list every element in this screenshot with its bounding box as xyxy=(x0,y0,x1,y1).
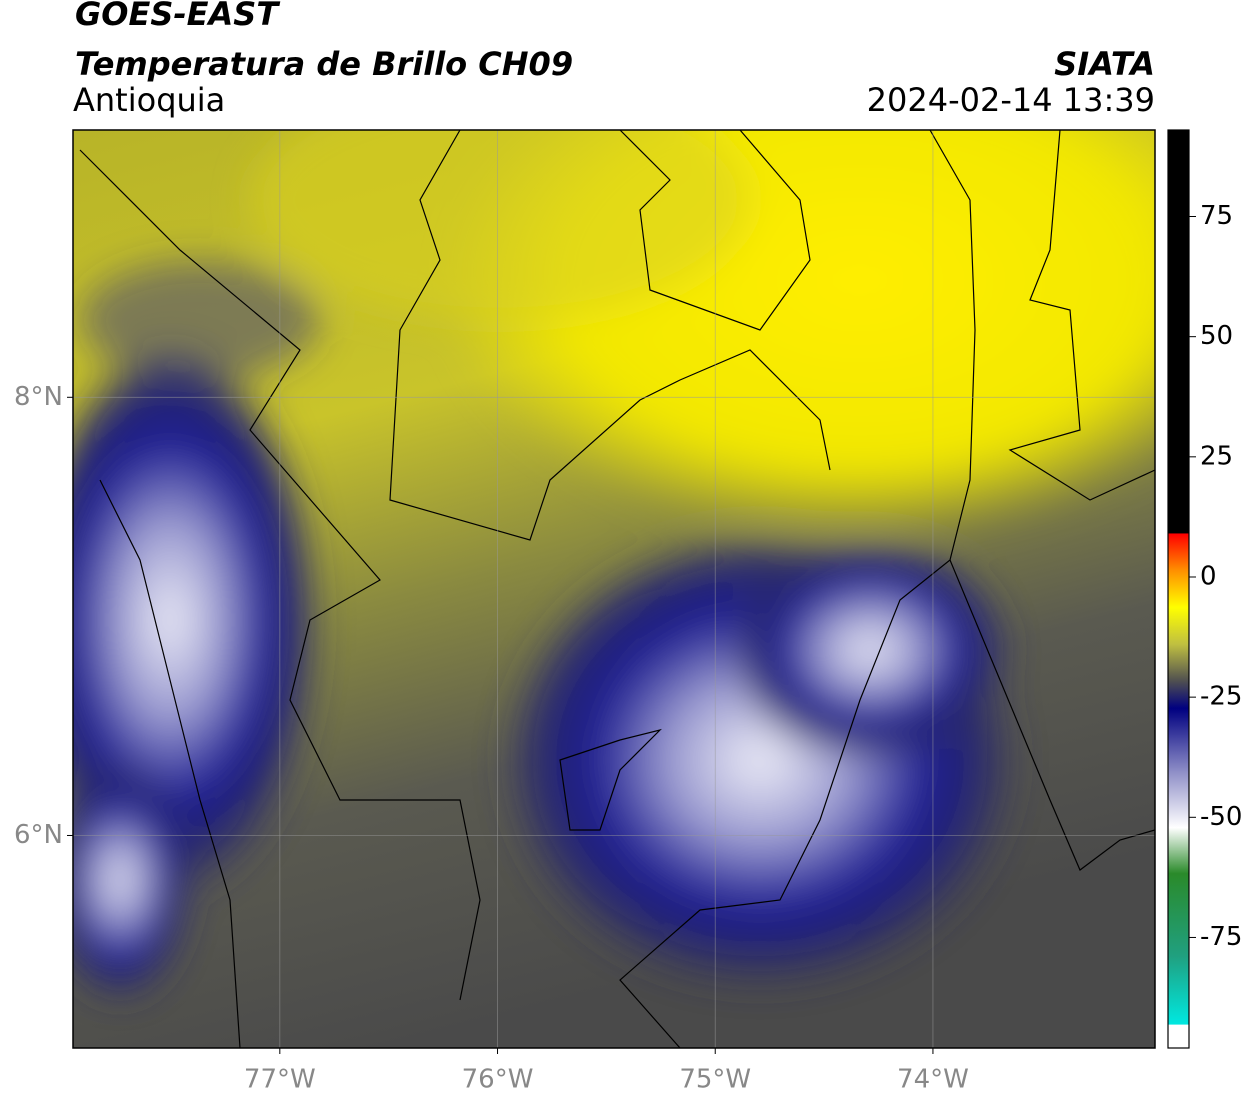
colorbar-tick-label: 25 xyxy=(1200,441,1233,471)
x-tick-label: 76°W xyxy=(462,1065,534,1095)
source: SIATA xyxy=(1054,45,1155,83)
map-image xyxy=(73,130,1155,1048)
map-frame xyxy=(72,129,1156,1049)
colorbar-tick-label: 75 xyxy=(1200,201,1233,231)
x-tick-label: 77°W xyxy=(244,1065,316,1095)
datetime: 2024-02-14 13:39 xyxy=(867,81,1155,119)
title: GOES-EAST xyxy=(75,0,280,33)
x-tick-label: 74°W xyxy=(897,1065,969,1095)
subtitle: Temperatura de Brillo CH09 xyxy=(75,45,573,83)
colorbar-tick-label: 50 xyxy=(1200,321,1233,351)
colorbar xyxy=(1167,129,1190,1049)
colorbar-tick-label: -50 xyxy=(1200,802,1242,832)
x-tick-label: 75°W xyxy=(679,1065,751,1095)
y-tick-label: 8°N xyxy=(14,382,63,412)
colorbar-tick-label: -75 xyxy=(1200,922,1242,952)
colorbar-tick-label: 0 xyxy=(1200,561,1217,591)
region: Antioquia xyxy=(73,81,225,119)
y-tick-label: 6°N xyxy=(14,820,63,850)
colorbar-tick-label: -25 xyxy=(1200,682,1242,712)
